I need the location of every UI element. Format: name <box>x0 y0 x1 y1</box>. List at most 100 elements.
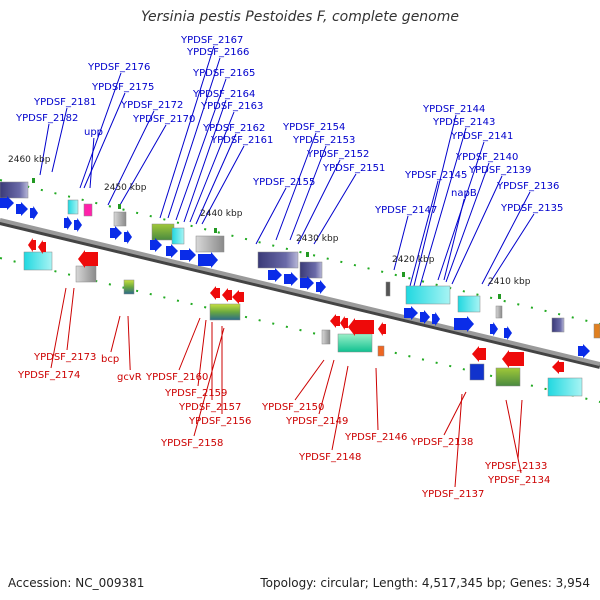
forward-gene-label-upp[interactable]: upp <box>84 127 103 138</box>
forward-gene-label-ypdsf_2175[interactable]: YPDSF_2175 <box>91 82 154 93</box>
forward-gene-arrow[interactable] <box>578 344 590 358</box>
forward-gene-label-ypdsf_2152[interactable]: YPDSF_2152 <box>306 149 369 160</box>
reverse-gene-label-gcvr[interactable]: gcvR <box>117 372 142 383</box>
forward-gene-arrow[interactable] <box>30 206 38 220</box>
gene-block[interactable] <box>337 333 373 353</box>
forward-gene-label-ypdsf_2153[interactable]: YPDSF_2153 <box>292 135 355 146</box>
gene-block[interactable] <box>67 199 79 215</box>
forward-gene-arrow[interactable] <box>504 326 512 340</box>
forward-gene-label-ypdsf_2136[interactable]: YPDSF_2136 <box>496 181 559 192</box>
forward-gene-arrow[interactable] <box>432 312 440 326</box>
gene-block[interactable] <box>385 281 391 297</box>
forward-gene-arrow[interactable] <box>16 202 28 216</box>
gene-block[interactable] <box>0 181 29 199</box>
gene-block[interactable] <box>123 279 135 295</box>
forward-gene-label-ypdsf_2151[interactable]: YPDSF_2151 <box>322 163 385 174</box>
forward-gene-arrow[interactable] <box>284 272 298 286</box>
forward-gene-arrow[interactable] <box>454 316 474 332</box>
gene-block[interactable] <box>171 227 185 245</box>
forward-gene-label-ypdsf_2164[interactable]: YPDSF_2164 <box>192 89 255 100</box>
gene-block[interactable] <box>469 363 485 381</box>
forward-gene-arrow[interactable] <box>180 248 196 262</box>
gene-block[interactable] <box>495 305 503 319</box>
gene-block[interactable] <box>551 317 565 333</box>
reverse-gene-label-ypdsf_2174[interactable]: YPDSF_2174 <box>17 370 80 381</box>
reverse-gene-label-ypdsf_2160[interactable]: YPDSF_2160 <box>145 372 208 383</box>
reverse-gene-arrow[interactable] <box>78 250 98 268</box>
forward-gene-arrow[interactable] <box>166 244 178 258</box>
gene-block[interactable] <box>257 251 299 269</box>
reverse-gene-label-ypdsf_2137[interactable]: YPDSF_2137 <box>421 489 484 500</box>
gene-block[interactable] <box>405 285 451 305</box>
forward-gene-arrow[interactable] <box>300 276 314 290</box>
forward-gene-label-ypdsf_2139[interactable]: YPDSF_2139 <box>468 165 531 176</box>
reverse-gene-arrow[interactable] <box>552 360 564 374</box>
forward-gene-label-ypdsf_2162[interactable]: YPDSF_2162 <box>202 123 265 134</box>
forward-gene-label-ypdsf_2176[interactable]: YPDSF_2176 <box>87 62 150 73</box>
gene-block[interactable] <box>299 261 323 279</box>
gene-block[interactable] <box>75 265 97 283</box>
forward-gene-label-ypdsf_2154[interactable]: YPDSF_2154 <box>282 122 345 133</box>
forward-gene-label-ypdsf_2155[interactable]: YPDSF_2155 <box>252 177 315 188</box>
reverse-gene-arrow[interactable] <box>28 238 36 252</box>
forward-gene-label-ypdsf_2163[interactable]: YPDSF_2163 <box>200 101 263 112</box>
reverse-gene-label-ypdsf_2148[interactable]: YPDSF_2148 <box>298 452 361 463</box>
reverse-gene-arrow[interactable] <box>340 316 348 330</box>
reverse-gene-arrow[interactable] <box>330 314 340 328</box>
forward-gene-label-ypdsf_2165[interactable]: YPDSF_2165 <box>192 68 255 79</box>
forward-gene-arrow[interactable] <box>150 238 162 252</box>
forward-gene-label-ypdsf_2170[interactable]: YPDSF_2170 <box>132 114 195 125</box>
forward-gene-arrow[interactable] <box>490 322 498 336</box>
reverse-gene-arrow[interactable] <box>472 346 486 362</box>
reverse-gene-label-ypdsf_2149[interactable]: YPDSF_2149 <box>285 416 348 427</box>
gene-block[interactable] <box>457 295 481 313</box>
reverse-gene-label-ypdsf_2158[interactable]: YPDSF_2158 <box>160 438 223 449</box>
reverse-gene-label-ypdsf_2150[interactable]: YPDSF_2150 <box>261 402 324 413</box>
gene-block[interactable] <box>209 303 241 321</box>
gene-block[interactable] <box>151 223 175 241</box>
forward-gene-label-ypdsf_2182[interactable]: YPDSF_2182 <box>15 113 78 124</box>
gene-block[interactable] <box>113 211 127 227</box>
forward-gene-arrow[interactable] <box>0 196 14 210</box>
forward-gene-label-ypdsf_2166[interactable]: YPDSF_2166 <box>186 47 249 58</box>
gene-block[interactable] <box>321 329 331 345</box>
reverse-gene-label-ypdsf_2138[interactable]: YPDSF_2138 <box>410 437 473 448</box>
gene-block[interactable] <box>83 203 93 217</box>
reverse-gene-label-ypdsf_2146[interactable]: YPDSF_2146 <box>344 432 407 443</box>
gene-block[interactable] <box>23 251 53 271</box>
reverse-gene-arrow[interactable] <box>348 318 374 336</box>
forward-gene-label-ypdsf_2172[interactable]: YPDSF_2172 <box>120 100 183 111</box>
reverse-gene-arrow[interactable] <box>38 240 46 254</box>
reverse-gene-label-ypdsf_2157[interactable]: YPDSF_2157 <box>178 402 241 413</box>
forward-gene-arrow[interactable] <box>64 216 72 230</box>
forward-gene-arrow[interactable] <box>420 310 430 324</box>
forward-gene-label-ypdsf_2135[interactable]: YPDSF_2135 <box>500 203 563 214</box>
forward-gene-label-ypdsf_2140[interactable]: YPDSF_2140 <box>455 152 518 163</box>
reverse-gene-label-ypdsf_2134[interactable]: YPDSF_2134 <box>487 475 550 486</box>
forward-gene-arrow[interactable] <box>110 226 122 240</box>
forward-gene-label-ypdsf_2141[interactable]: YPDSF_2141 <box>450 131 513 142</box>
forward-gene-label-ypdsf_2161[interactable]: YPDSF_2161 <box>210 135 273 146</box>
gene-block[interactable] <box>495 367 521 387</box>
forward-gene-label-ypdsf_2147[interactable]: YPDSF_2147 <box>374 205 437 216</box>
gene-block[interactable] <box>195 235 225 253</box>
forward-gene-label-napb[interactable]: napB <box>451 188 477 199</box>
reverse-gene-arrow[interactable] <box>378 322 386 336</box>
reverse-gene-arrow[interactable] <box>222 288 232 302</box>
forward-gene-arrow[interactable] <box>268 268 282 282</box>
gene-block[interactable] <box>593 323 600 339</box>
reverse-gene-label-ypdsf_2159[interactable]: YPDSF_2159 <box>164 388 227 399</box>
reverse-gene-arrow[interactable] <box>502 350 524 368</box>
reverse-gene-arrow[interactable] <box>232 290 244 304</box>
forward-gene-label-ypdsf_2144[interactable]: YPDSF_2144 <box>422 104 485 115</box>
forward-gene-arrow[interactable] <box>316 280 326 294</box>
forward-gene-arrow[interactable] <box>74 218 82 232</box>
reverse-gene-label-ypdsf_2173[interactable]: YPDSF_2173 <box>33 352 96 363</box>
reverse-gene-label-ypdsf_2156[interactable]: YPDSF_2156 <box>188 416 251 427</box>
reverse-gene-label-bcp[interactable]: bcp <box>101 354 119 365</box>
forward-gene-arrow[interactable] <box>198 252 218 268</box>
gene-block[interactable] <box>377 345 385 357</box>
reverse-gene-label-ypdsf_2133[interactable]: YPDSF_2133 <box>484 461 547 472</box>
forward-gene-label-ypdsf_2181[interactable]: YPDSF_2181 <box>33 97 96 108</box>
forward-gene-arrow[interactable] <box>404 306 418 320</box>
